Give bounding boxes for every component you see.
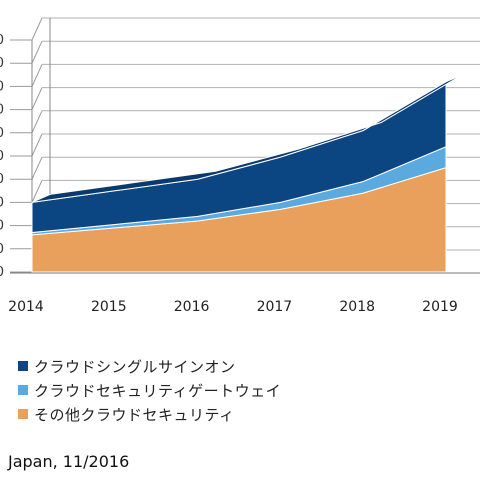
gridline-diagonal (31, 40, 43, 64)
area-top-ribbon (31, 73, 465, 203)
chart-area: 0 0 0 0 0 0 0 0 0 0 0 2014 2015 2016 2017 2018 2019 (0, 17, 480, 315)
gridline-diagonal (31, 110, 43, 134)
stacked-area-chart: 0 0 0 0 0 0 0 0 0 0 0 2014 2015 2016 2017 2018 2019 (0, 17, 480, 315)
y-tick-label: 0 (0, 79, 4, 94)
x-tick-label: 2018 (339, 299, 375, 315)
gridline-diagonal (31, 180, 43, 203)
legend-swatch (18, 361, 28, 371)
y-tick-label: 0 (0, 219, 4, 234)
x-tick-label: 2014 (8, 299, 44, 315)
x-tick-label: 2019 (422, 299, 458, 315)
legend-item-security-gateway: クラウドセキュリティゲートウェイ (18, 378, 281, 402)
y-tick-label: 0 (0, 172, 4, 187)
x-tick-label: 2015 (91, 299, 127, 315)
gridline-diagonal (31, 64, 43, 87)
gridline-diagonal (31, 87, 43, 110)
y-tick-label: 0 (0, 242, 4, 257)
legend-label: クラウドセキュリティゲートウェイ (34, 381, 282, 400)
gridline-diagonal (31, 17, 43, 41)
y-tick-label: 0 (0, 56, 4, 71)
legend-label: その他クラウドセキュリティ (34, 405, 235, 424)
y-tick-label: 0 (0, 265, 4, 280)
y-tick-label: 0 (0, 103, 4, 118)
y-tick-label: 0 (0, 126, 4, 141)
x-tick-label: 2017 (257, 299, 293, 315)
y-tick-label: 0 (0, 195, 4, 210)
legend: クラウドシングルサインオン クラウドセキュリティゲートウェイ その他クラウドセキ… (18, 354, 281, 426)
y-tick-label: 0 (0, 33, 4, 48)
legend-label: クラウドシングルサインオン (34, 357, 236, 376)
gridline-diagonal (31, 156, 43, 180)
legend-item-single-sign-on: クラウドシングルサインオン (18, 354, 281, 378)
source-note: Japan, 11/2016 (8, 452, 130, 471)
legend-swatch (18, 385, 28, 395)
y-tick-label: 0 (0, 149, 4, 164)
gridline-diagonal (31, 133, 43, 157)
legend-item-other-security: その他クラウドセキュリティ (18, 402, 281, 426)
legend-swatch (18, 409, 28, 419)
x-tick-label: 2016 (174, 299, 210, 315)
